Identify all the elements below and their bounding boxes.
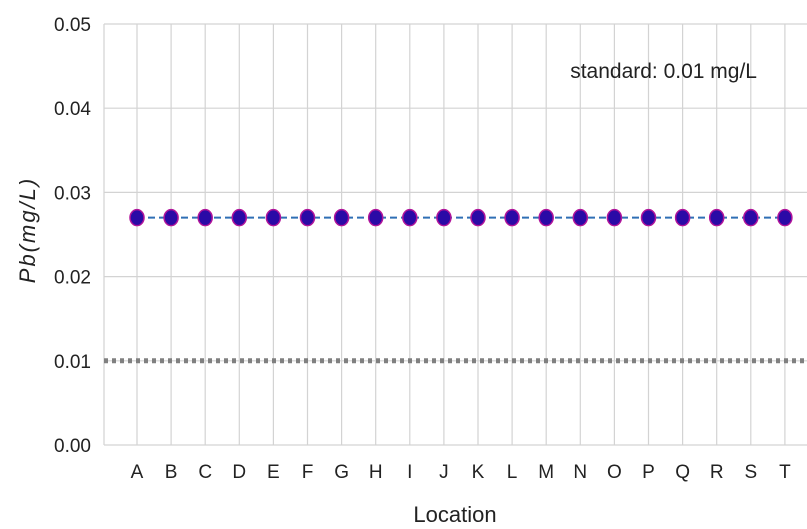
y-tick-label: 0.03	[54, 183, 91, 204]
data-point	[538, 208, 554, 227]
y-axis-title: Pb(mg/L)	[15, 177, 40, 283]
y-tick-label: 0.01	[54, 352, 91, 373]
x-tick-label: T	[779, 462, 791, 483]
data-point	[265, 208, 282, 227]
x-tick-label: S	[744, 462, 757, 483]
data-point	[299, 208, 316, 227]
data-point	[333, 208, 350, 227]
x-tick-label: F	[302, 462, 314, 483]
x-tick-label: K	[472, 462, 485, 483]
standard-annotation: standard: 0.01 mg/L	[570, 60, 757, 83]
x-tick-label: P	[642, 462, 655, 483]
data-point	[231, 208, 248, 227]
data-point	[572, 208, 589, 227]
x-tick-label: J	[439, 462, 449, 483]
data-point	[402, 208, 418, 227]
x-tick-label: O	[607, 462, 622, 483]
data-point	[163, 208, 179, 227]
x-tick-label: D	[232, 462, 246, 483]
data-point	[129, 208, 145, 227]
x-tick-label: B	[165, 462, 178, 483]
y-tick-label: 0.02	[54, 268, 91, 289]
y-tick-label: 0.05	[54, 15, 91, 36]
x-tick-label: E	[267, 462, 280, 483]
x-tick-label: M	[538, 462, 554, 483]
data-point	[436, 208, 452, 227]
x-tick-label: R	[710, 462, 724, 483]
data-point	[743, 208, 759, 227]
data-point	[470, 208, 486, 227]
x-tick-label: H	[369, 462, 383, 483]
x-tick-label: G	[334, 462, 349, 483]
x-tick-label: A	[131, 462, 144, 483]
x-axis-title: Location	[413, 502, 496, 527]
data-point	[606, 208, 623, 227]
data-point	[674, 208, 691, 227]
x-tick-label: I	[407, 462, 412, 483]
data-point	[504, 208, 520, 227]
data-point	[367, 208, 384, 227]
y-tick-label: 0.04	[54, 99, 91, 120]
x-tick-label: C	[198, 462, 212, 483]
grid	[103, 23, 807, 446]
data-point	[640, 208, 657, 227]
x-tick-label: L	[507, 462, 518, 483]
data-point	[197, 208, 213, 227]
series-group	[129, 208, 793, 227]
data-point	[777, 208, 793, 227]
data-point	[708, 208, 725, 227]
y-tick-labels: 0.00 0.01 0.02 0.03 0.04 0.05	[54, 15, 91, 457]
x-tick-label: Q	[675, 462, 690, 483]
y-tick-label: 0.00	[54, 436, 91, 457]
x-tick-label: N	[573, 462, 587, 483]
